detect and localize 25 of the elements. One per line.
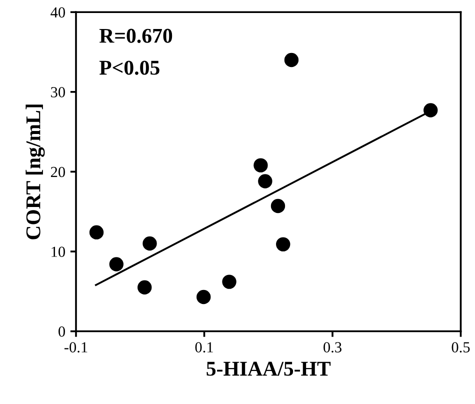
- point: [222, 274, 236, 289]
- x-tick-label: 0.1: [195, 342, 213, 353]
- y-tick-label: 0: [58, 326, 65, 337]
- point: [276, 237, 290, 252]
- point: [284, 52, 299, 68]
- point: [254, 158, 268, 172]
- point: [142, 236, 157, 251]
- point: [89, 225, 104, 240]
- annotation: R=0.670: [99, 28, 172, 43]
- point: [270, 198, 286, 214]
- x-tick-label: 0.3: [324, 342, 342, 353]
- y-tick-label: 40: [50, 7, 65, 18]
- y-tick-label: 20: [50, 166, 65, 178]
- y-axis-title: CORT [ng/mL]: [26, 104, 45, 240]
- x-axis-title: 5-HIAA/5-HT: [206, 362, 331, 376]
- point: [258, 174, 272, 188]
- y-tick-label: 30: [51, 87, 65, 98]
- point: [109, 257, 124, 272]
- x-tick-label: 0.5: [452, 342, 470, 353]
- y-tick-label: 10: [52, 246, 65, 257]
- point: [138, 280, 152, 294]
- point: [424, 103, 438, 118]
- x-tick-label: -0.1: [64, 342, 88, 353]
- annotation: P<0.05: [99, 60, 160, 75]
- point: [196, 290, 211, 304]
